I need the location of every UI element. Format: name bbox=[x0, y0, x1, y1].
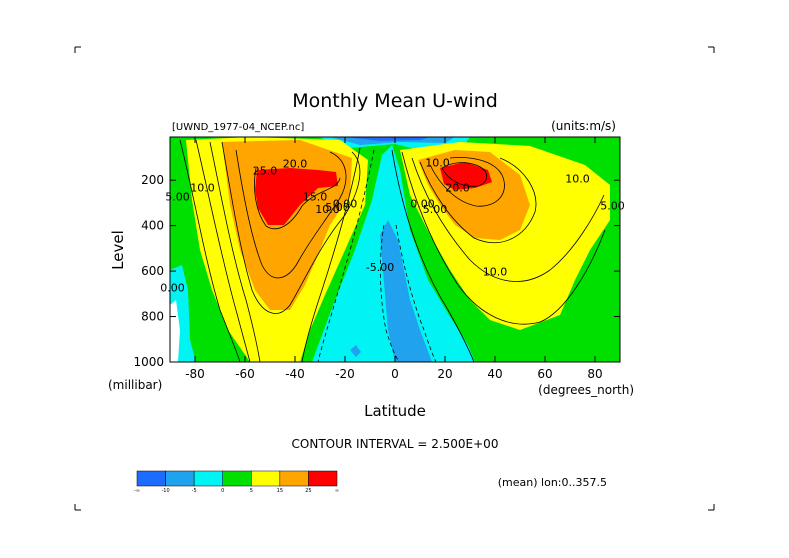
contour-label: 10.0 bbox=[190, 182, 215, 195]
colorbar-label: 5 bbox=[250, 488, 253, 494]
x-tick-label: -20 bbox=[335, 367, 355, 381]
contour-label: 5.00 bbox=[325, 201, 350, 214]
x-tick-label: 60 bbox=[537, 367, 552, 381]
contour-neg5-c bbox=[395, 224, 437, 362]
x-tick-label: -60 bbox=[235, 367, 255, 381]
contour-line-layer bbox=[179, 139, 606, 362]
y-tick-label: 1000 bbox=[133, 355, 164, 369]
fill-red-southern-jet bbox=[255, 168, 338, 225]
x-tick-label: 20 bbox=[437, 367, 452, 381]
contour-fill-layer bbox=[170, 137, 620, 362]
contour-5-north bbox=[401, 151, 606, 325]
contour-label: 10.0 bbox=[483, 266, 508, 279]
contour-15-south bbox=[221, 141, 361, 314]
colorbar-swatch bbox=[251, 470, 281, 487]
colorbar: -∞ -10 -5 0 5 15 25 ∞ bbox=[134, 470, 339, 494]
x-axis-title: Latitude bbox=[364, 402, 426, 420]
crop-mark-bottom-right bbox=[708, 504, 715, 511]
colorbar-label: 0 bbox=[221, 488, 224, 494]
colorbar-label: 25 bbox=[305, 488, 311, 494]
colorbar-label: -∞ bbox=[134, 488, 140, 494]
crop-mark-top-left bbox=[74, 46, 81, 53]
contour-25-north bbox=[441, 162, 488, 187]
colorbar-label: -5 bbox=[192, 488, 197, 494]
contour-15-north bbox=[419, 157, 537, 243]
contour-neg5-a bbox=[317, 149, 375, 362]
crop-marks bbox=[74, 46, 715, 511]
x-tick-label: 80 bbox=[587, 367, 602, 381]
x-tick-label: -80 bbox=[185, 367, 205, 381]
source-label: [UWND_1977-04_NCEP.nc] bbox=[172, 122, 304, 133]
colorbar-swatch bbox=[308, 470, 338, 487]
contour-neg5-b bbox=[380, 224, 401, 362]
fill-white-south-edge bbox=[170, 300, 180, 362]
contour-label: 15.0 bbox=[303, 191, 328, 204]
x-tick-label: 40 bbox=[487, 367, 502, 381]
contour-label: -5.00 bbox=[366, 261, 394, 274]
colorbar-swatch bbox=[279, 470, 309, 487]
y-tick-label: 800 bbox=[141, 310, 164, 324]
colorbar-label: ∞ bbox=[335, 488, 339, 494]
contour-labels: 25.020.015.010.05.000.0010.05.000.00-5.0… bbox=[160, 157, 625, 295]
chart-title: Monthly Mean U-wind bbox=[292, 90, 498, 112]
contour-10-north bbox=[411, 157, 605, 282]
y-axis-title: Level bbox=[109, 230, 127, 270]
crop-mark-bottom-left bbox=[74, 504, 81, 511]
contour-20-north bbox=[429, 157, 505, 207]
contour-label: 20.0 bbox=[445, 182, 470, 195]
y-tick-label: 200 bbox=[141, 173, 164, 187]
fill-blue-small-patch bbox=[350, 345, 361, 357]
x-tick-label: -40 bbox=[285, 367, 305, 381]
colorbar-label: -10 bbox=[161, 488, 169, 494]
fill-blue-equatorial bbox=[380, 220, 432, 362]
contour-0-south-of-equator bbox=[301, 147, 361, 362]
units-label: (units:m/s) bbox=[551, 119, 616, 133]
colorbar-swatch bbox=[136, 470, 166, 487]
contour-20-south bbox=[235, 149, 347, 279]
mean-longitude-text: (mean) lon:0..357.5 bbox=[498, 476, 607, 489]
contour-label: 10.0 bbox=[315, 203, 340, 216]
colorbar-swatch bbox=[193, 470, 223, 487]
contour-label: 25.0 bbox=[253, 165, 278, 178]
y-tick-label: 400 bbox=[141, 219, 164, 233]
contour-label: 10.0 bbox=[425, 157, 450, 170]
fill-blue-top-band bbox=[330, 137, 455, 145]
y-axis-ticks: 200 400 600 800 1000 bbox=[133, 173, 620, 369]
y-unit-label: (millibar) bbox=[108, 378, 162, 392]
x-axis-ticks: -80 -60 -40 -20 0 20 40 60 80 bbox=[185, 137, 603, 381]
contour-25-south bbox=[254, 167, 341, 230]
colorbar-swatch bbox=[165, 470, 195, 487]
contour-0-north bbox=[391, 149, 475, 362]
x-tick-label: 0 bbox=[391, 367, 399, 381]
contour-label: 0.00 bbox=[410, 197, 435, 210]
colorbar-label: 15 bbox=[277, 488, 283, 494]
y-tick-label: 600 bbox=[141, 264, 164, 278]
contour-interval-text: CONTOUR INTERVAL = 2.500E+00 bbox=[292, 437, 499, 451]
fill-deepblue-top-band bbox=[345, 137, 430, 141]
crop-mark-top-right bbox=[708, 46, 715, 53]
contour-5-south bbox=[179, 139, 241, 362]
contour-label: 5.00 bbox=[423, 203, 448, 216]
x-unit-label: (degrees_north) bbox=[538, 383, 634, 397]
contour-10-south-a bbox=[195, 139, 251, 362]
contour-label: 10.0 bbox=[565, 172, 590, 185]
fill-red-northern-jet bbox=[440, 162, 492, 190]
contour-10-south-b bbox=[209, 141, 261, 362]
contour-label: 20.0 bbox=[283, 158, 308, 171]
contour-label: 0.00 bbox=[333, 197, 358, 210]
contour-label: 0.00 bbox=[160, 282, 185, 295]
contour-label: 5.00 bbox=[165, 191, 190, 204]
contour-label: 5.00 bbox=[600, 200, 625, 213]
colorbar-swatch bbox=[222, 470, 252, 487]
